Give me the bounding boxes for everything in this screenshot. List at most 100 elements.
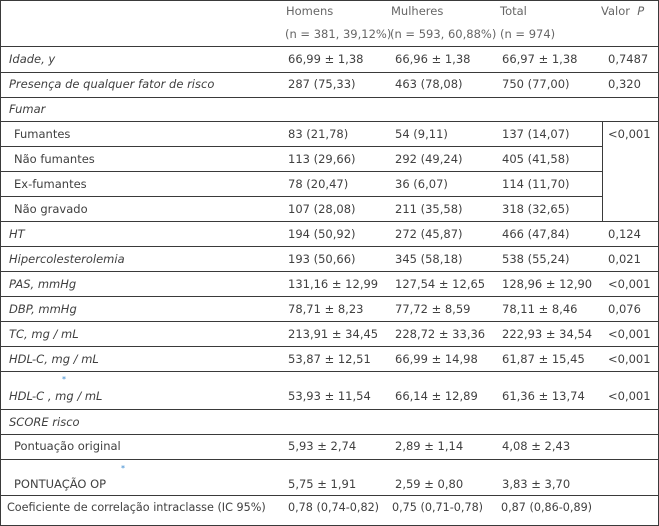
header-p-suffix: P bbox=[637, 4, 645, 18]
row-pont-orig-men: 5,93 ± 2,74 bbox=[288, 439, 357, 453]
row-label-pas: PAS, mmHg bbox=[9, 277, 77, 291]
row-idade-women: 66,96 ± 1,38 bbox=[395, 52, 471, 66]
row-dbp-women: 77,72 ± 8,59 bbox=[395, 302, 471, 316]
row-label-tc: TC, mg / mL bbox=[9, 327, 79, 341]
row-pas-women: 127,54 ± 12,65 bbox=[395, 277, 486, 291]
row-hdl-p: <0,001 bbox=[608, 352, 651, 366]
row-label-pontuacao-op: PONTUAÇÃO OP bbox=[14, 477, 107, 491]
row-divider bbox=[1, 371, 658, 372]
row-hiper-total: 538 (55,24) bbox=[502, 252, 570, 266]
row-ex-fumantes-women: 36 (6,07) bbox=[395, 177, 448, 191]
row-tc-total: 222,93 ± 34,54 bbox=[502, 327, 593, 341]
row-fator-men: 287 (75,33) bbox=[288, 77, 356, 91]
row-divider bbox=[1, 97, 658, 98]
row-dbp-men: 78,71 ± 8,23 bbox=[288, 302, 364, 316]
row-nao-gravado-women: 211 (35,58) bbox=[395, 202, 463, 216]
row-hiper-p: 0,021 bbox=[608, 252, 641, 266]
row-divider bbox=[1, 459, 658, 460]
row-ht-p: 0,124 bbox=[608, 227, 641, 241]
header-total: Total bbox=[500, 4, 527, 18]
row-divider bbox=[1, 409, 658, 410]
row-fumantes-women: 54 (9,11) bbox=[395, 127, 448, 141]
row-fumantes-total: 137 (14,07) bbox=[502, 127, 570, 141]
row-ex-fumantes-total: 114 (11,70) bbox=[502, 177, 570, 191]
row-ex-fumantes-men: 78 (20,47) bbox=[288, 177, 349, 191]
row-label-hdl-c-star: HDL-C , mg / mL bbox=[9, 389, 103, 403]
row-divider bbox=[1, 434, 658, 435]
row-dbp-p: 0,076 bbox=[608, 302, 641, 316]
row-divider bbox=[1, 146, 602, 147]
row-nao-fumantes-total: 405 (41,58) bbox=[502, 152, 570, 166]
row-pont-orig-women: 2,89 ± 1,14 bbox=[395, 439, 464, 453]
row-divider bbox=[1, 72, 658, 73]
row-label-fumar: Fumar bbox=[9, 102, 46, 116]
row-hiper-men: 193 (50,66) bbox=[288, 252, 356, 266]
row-label-nao-fumantes: Não fumantes bbox=[14, 152, 95, 166]
row-nao-fumantes-women: 292 (49,24) bbox=[395, 152, 463, 166]
row-divider bbox=[1, 221, 658, 222]
row-hdl2-men: 53,93 ± 11,54 bbox=[288, 389, 371, 403]
row-idade-total: 66,97 ± 1,38 bbox=[502, 52, 578, 66]
row-fumar-p: <0,001 bbox=[608, 127, 651, 141]
row-nao-fumantes-men: 113 (29,66) bbox=[288, 152, 356, 166]
row-hdl2-women: 66,14 ± 12,89 bbox=[395, 389, 478, 403]
row-hdl-women: 66,99 ± 14,98 bbox=[395, 352, 478, 366]
row-fator-p: 0,320 bbox=[608, 77, 641, 91]
row-tc-men: 213,91 ± 34,45 bbox=[288, 327, 379, 341]
row-hiper-women: 345 (58,18) bbox=[395, 252, 463, 266]
row-ht-women: 272 (45,87) bbox=[395, 227, 463, 241]
asterisk-mark: * bbox=[121, 464, 125, 473]
row-label-nao-gravado: Não gravado bbox=[14, 202, 88, 216]
header-n-women: (n = 593, 60,88%) bbox=[390, 27, 497, 41]
row-divider bbox=[1, 246, 658, 247]
row-pas-p: <0,001 bbox=[608, 277, 651, 291]
row-hdl2-total: 61,36 ± 13,74 bbox=[502, 389, 585, 403]
row-divider bbox=[1, 495, 658, 496]
row-nao-gravado-total: 318 (32,65) bbox=[502, 202, 570, 216]
header-n-total: (n = 974) bbox=[500, 27, 556, 41]
row-dbp-total: 78,11 ± 8,46 bbox=[502, 302, 578, 316]
header-p-value: Valor P bbox=[601, 4, 644, 18]
row-pont-orig-total: 4,08 ± 2,43 bbox=[502, 439, 571, 453]
row-fumantes-men: 83 (21,78) bbox=[288, 127, 349, 141]
row-hdl-men: 53,87 ± 12,51 bbox=[288, 352, 371, 366]
row-label-fator-risco: Presença de qualquer fator de risco bbox=[9, 77, 215, 91]
row-fator-women: 463 (78,08) bbox=[395, 77, 463, 91]
merged-cell-border bbox=[602, 121, 603, 221]
row-divider bbox=[1, 271, 658, 272]
header-men: Homens bbox=[286, 4, 334, 18]
asterisk-mark: * bbox=[62, 375, 66, 384]
header-divider bbox=[1, 46, 658, 47]
header-p-prefix: Valor bbox=[601, 4, 630, 18]
row-ht-total: 466 (47,84) bbox=[502, 227, 570, 241]
row-divider bbox=[1, 171, 602, 172]
row-label-idade: Idade, y bbox=[9, 52, 56, 66]
row-label-score-risco: SCORE risco bbox=[9, 415, 80, 429]
row-idade-p: 0,7487 bbox=[608, 52, 649, 66]
row-pont-op-total: 3,83 ± 3,70 bbox=[502, 477, 571, 491]
row-pont-op-women: 2,59 ± 0,80 bbox=[395, 477, 464, 491]
row-tc-p: <0,001 bbox=[608, 327, 651, 341]
row-label-ex-fumantes: Ex-fumantes bbox=[14, 177, 87, 191]
row-coef-total: 0,87 (0,86-0,89) bbox=[501, 501, 593, 514]
row-idade-men: 66,99 ± 1,38 bbox=[288, 52, 364, 66]
row-nao-gravado-men: 107 (28,08) bbox=[288, 202, 356, 216]
row-fator-total: 750 (77,00) bbox=[502, 77, 570, 91]
row-divider bbox=[1, 321, 658, 322]
row-coef-men: 0,78 (0,74-0,82) bbox=[288, 501, 380, 514]
row-pas-total: 128,96 ± 12,90 bbox=[502, 277, 593, 291]
row-divider bbox=[1, 121, 658, 122]
row-divider bbox=[1, 346, 658, 347]
row-label-coeficiente: Coeficiente de correlação intraclasse (I… bbox=[7, 501, 266, 514]
row-coef-women: 0,75 (0,71-0,78) bbox=[392, 501, 484, 514]
row-label-dbp: DBP, mmHg bbox=[9, 302, 77, 316]
row-label-hipercolesterolemia: Hipercolesterolemia bbox=[9, 252, 125, 266]
row-divider bbox=[1, 296, 658, 297]
header-n-men: (n = 381, 39,12%) bbox=[285, 27, 392, 41]
header-women: Mulheres bbox=[391, 4, 444, 18]
row-divider bbox=[1, 196, 602, 197]
row-pas-men: 131,16 ± 12,99 bbox=[288, 277, 379, 291]
row-label-ht: HT bbox=[9, 227, 25, 241]
row-label-fumantes: Fumantes bbox=[14, 127, 71, 141]
